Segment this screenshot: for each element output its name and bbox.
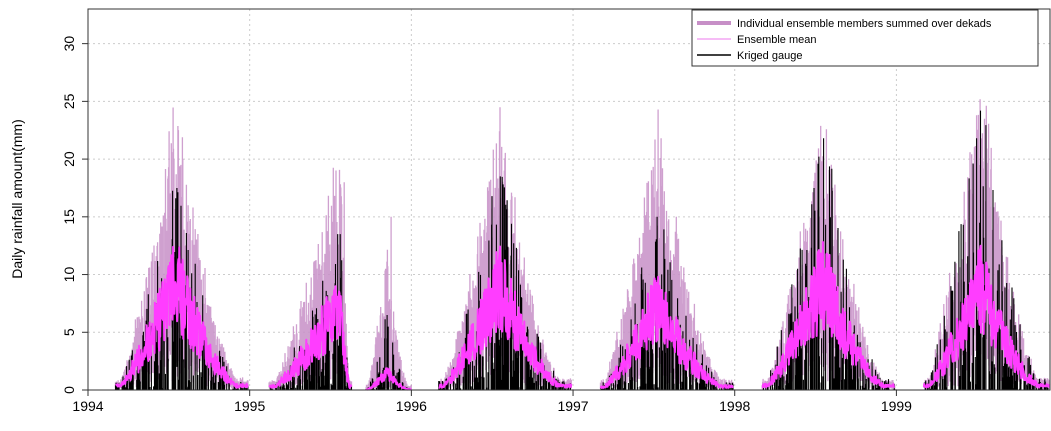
legend-label-kriged-gauge: Kriged gauge [737, 50, 802, 62]
y-tick-label: 0 [61, 386, 77, 394]
x-tick-label: 1994 [72, 398, 103, 414]
legend-box [691, 9, 1039, 67]
mean-season-5 [599, 275, 734, 389]
mean-season-3 [365, 367, 412, 391]
mean-season-7 [922, 244, 1051, 389]
legend: Individual ensemble members summed over … [691, 9, 1039, 67]
mean-season-2 [268, 285, 353, 389]
x-tick-label: 1997 [557, 398, 588, 414]
mean-season-4 [438, 245, 573, 389]
x-tick-label: 1995 [234, 398, 265, 414]
y-tick-label: 10 [61, 267, 77, 283]
y-tick-label: 20 [61, 151, 77, 167]
plot-frame [87, 8, 1051, 391]
y-tick-label: 5 [61, 328, 77, 336]
ensemble-season-7 [923, 99, 1051, 390]
x-tick-label: 1999 [881, 398, 912, 414]
legend-label-ensemble-members: Individual ensemble members summed over … [737, 18, 992, 30]
kriged-gauge-layer [114, 110, 1049, 390]
y-tick-label: 30 [61, 36, 77, 52]
x-tick-label: 1998 [719, 398, 750, 414]
ensemble-members-layer [114, 99, 1051, 390]
legend-label-ensemble-mean: Ensemble mean [737, 34, 817, 46]
mean-season-1 [114, 245, 249, 389]
axes: 1994 1995 1996 1997 1998 1999 0 5 10 15 20 25 30 [61, 36, 912, 414]
x-tick-label: 1996 [396, 398, 427, 414]
y-tick-label: 25 [61, 93, 77, 109]
y-tick-label: 15 [61, 209, 77, 225]
mean-season-6 [761, 241, 896, 389]
y-axis-title: Daily rainfall amount(mm) [9, 119, 25, 278]
ensemble-mean-layer [114, 241, 1051, 391]
